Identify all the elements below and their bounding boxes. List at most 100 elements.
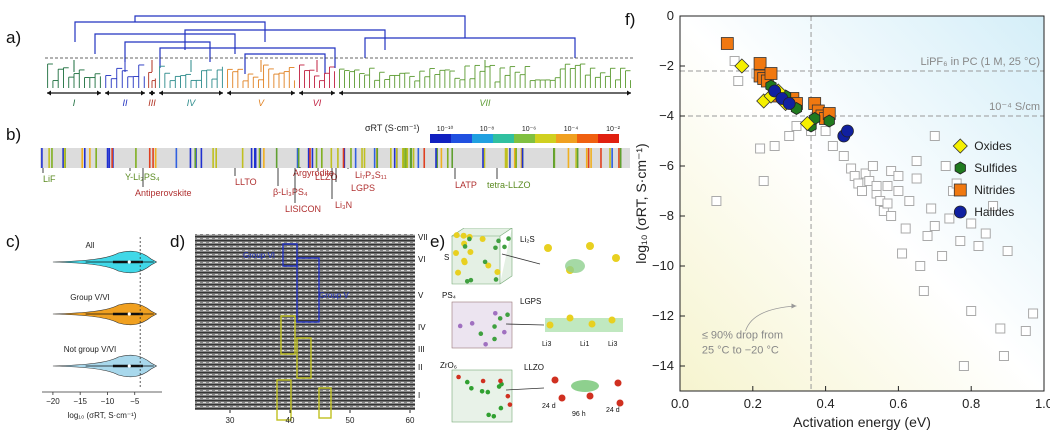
atom-s [546, 321, 554, 329]
y-tick-label: −2 [659, 58, 674, 73]
strip-bar [321, 148, 323, 168]
y-tick-label: −6 [659, 158, 674, 173]
halide-point [841, 124, 854, 138]
oxide-point [952, 138, 968, 154]
arrowhead-right [627, 90, 631, 96]
group-label: I [73, 98, 76, 108]
strip-annotations: LiF Y-Li₃PS₄ Antiperovskite LLTO Argyrodite β… [42, 167, 531, 214]
strip-bar [330, 148, 333, 168]
atom [507, 402, 513, 407]
strip-bar [412, 148, 415, 168]
annotation-label: β-Li₃PS₄ [273, 187, 308, 197]
atom [457, 323, 463, 329]
atom-o [616, 399, 624, 407]
atom [485, 389, 491, 395]
sulfide-point [823, 114, 835, 128]
strip-bar [576, 148, 579, 168]
strip-bar [275, 148, 278, 168]
atom-li [468, 277, 474, 283]
atom-s [479, 235, 486, 242]
dendrogram-link [124, 41, 211, 62]
diffraction-box [318, 387, 332, 419]
strip-bar [483, 148, 486, 168]
x-tick-label: 0.6 [889, 396, 907, 411]
other-point [1002, 246, 1013, 256]
atom [502, 329, 507, 335]
dendrogram-link [74, 21, 266, 42]
legend-label: Sulfides [974, 161, 1017, 175]
li-channel [545, 318, 623, 332]
group-box-label: Group V [319, 291, 349, 300]
strip-bar [337, 148, 339, 168]
strip-bar [62, 148, 64, 168]
legend-label: Oxides [974, 139, 1011, 153]
strip-bar [417, 148, 420, 168]
other-point [882, 198, 893, 209]
other-point [944, 213, 955, 224]
strip-bar [393, 148, 396, 168]
arrowhead-right [219, 90, 223, 96]
diffraction-box [276, 379, 292, 421]
dendrogram-link [184, 29, 386, 50]
dendrogram-group-ranges: I II III IV V VI VII [47, 90, 631, 108]
strip-bar [435, 148, 437, 168]
atom [456, 374, 461, 380]
strip-bar [51, 148, 53, 168]
strip-bar [81, 148, 84, 168]
violin-tick-label: −15 [73, 397, 87, 406]
atom [464, 379, 470, 385]
y-tick-label: −10 [652, 258, 674, 273]
colorbar-tick-label: 10⁻⁴ [564, 126, 579, 133]
strip-bar [108, 148, 111, 168]
colorbar-segment [556, 134, 577, 143]
strip-bar [505, 148, 507, 168]
colorbar-title: σRT (S·cm⁻¹) [365, 123, 419, 133]
violin-median [127, 260, 131, 264]
strip-bar [376, 148, 379, 168]
atom-li [502, 244, 507, 250]
annotation-label: Li₃N [335, 200, 352, 210]
other-point [791, 121, 802, 131]
other-point [966, 218, 977, 229]
strip-bar [258, 148, 261, 168]
other-point [995, 323, 1006, 334]
row-label: II [418, 363, 422, 372]
other-point [820, 126, 831, 136]
legend: Oxides Sulfides Nitrides Halides [952, 138, 1017, 219]
other-point [904, 196, 915, 206]
annotation-label: tetra-LLZO [487, 180, 531, 190]
strip-bar [309, 148, 311, 168]
group-label: IV [187, 98, 197, 108]
dendrogram-link [364, 37, 576, 58]
violin-tick-label: −10 [101, 397, 115, 406]
strip-bar [575, 148, 577, 168]
time-label: 96 h [572, 411, 586, 418]
annotation-label: Y-Li₃PS₄ [125, 172, 160, 182]
violin-tick-label: −20 [46, 397, 60, 406]
strip-bar [89, 148, 91, 168]
y-tick-label: −14 [652, 358, 674, 373]
conductivity-strip [40, 148, 630, 168]
dendrogram-panel: I II III IV V VI VII [45, 15, 633, 108]
strip-bar [307, 148, 310, 168]
other-point [893, 171, 904, 181]
structure-label: LLZO [524, 363, 544, 372]
dendrogram-tree [47, 15, 631, 88]
nitride-point [953, 183, 967, 197]
strip-bar [241, 148, 244, 168]
group-box-label: Group VI [243, 251, 275, 260]
colorbar-segment [472, 134, 493, 143]
y-axis-label: log₁₀ (σRT, S·cm⁻¹) [633, 143, 649, 263]
y-tick-label: 0 [667, 8, 674, 23]
arrowhead-left [47, 90, 51, 96]
structure-label: PS₄ [442, 291, 456, 300]
colorbar-tick-label: 10⁻⁸ [480, 126, 494, 133]
atom [469, 385, 474, 391]
reference-line-label: 10⁻⁴ S/cm [989, 101, 1040, 113]
atom-s [453, 249, 460, 256]
other-point [988, 201, 999, 211]
reference-lines: LiPF₆ in PC (1 M, 25 °C) 10⁻⁴ S/cm ≤ 90% d… [680, 16, 1044, 391]
violin-median [127, 364, 131, 368]
strip-bar [41, 148, 43, 168]
